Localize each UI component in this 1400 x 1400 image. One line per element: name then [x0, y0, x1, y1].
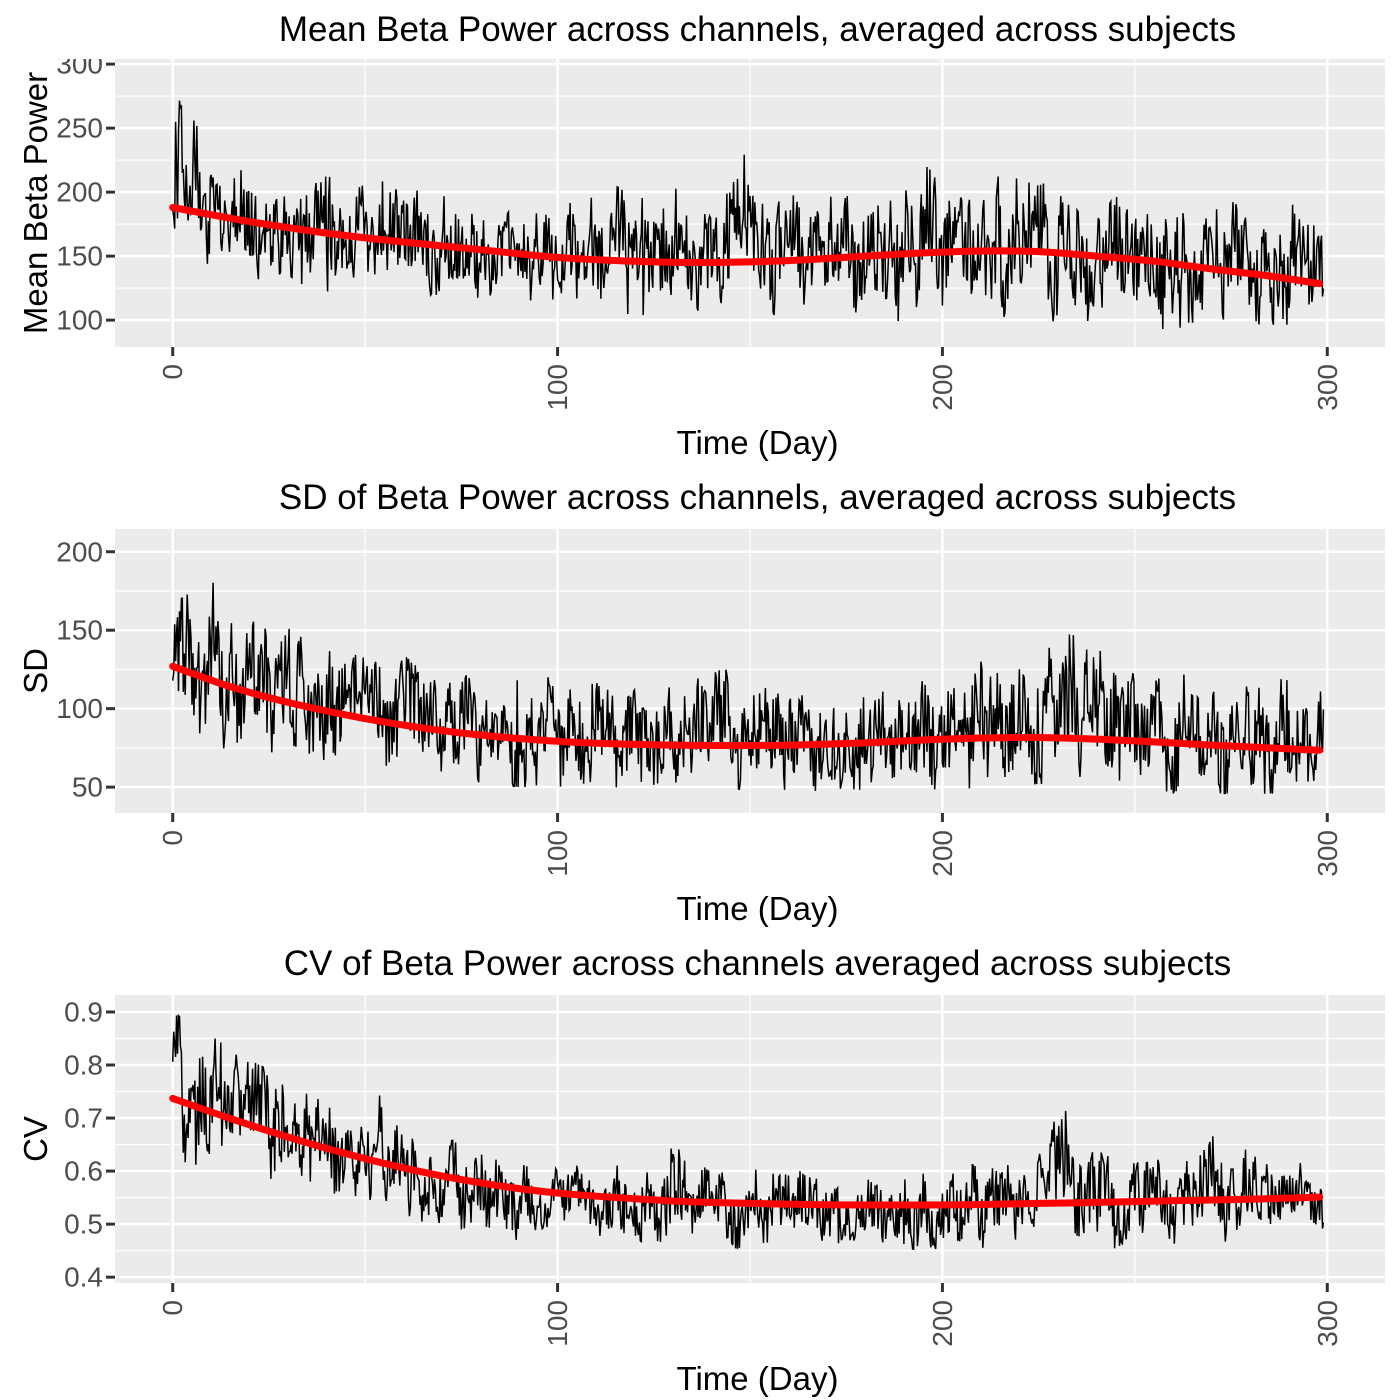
plot-region: 50 100 150 200 0 100 200 300 SD	[0, 529, 1400, 891]
smooth-trend-line	[169, 662, 1324, 754]
smooth-trend-line	[169, 1094, 1324, 1209]
plot-panel-svg: 100 150 200 250 300 0 100 200 300	[56, 59, 1385, 411]
y-tick-label: 150	[56, 241, 103, 272]
y-axis-title: Mean Beta Power	[17, 71, 54, 335]
raw-series-line	[171, 1013, 1325, 1251]
plot-region: 100 150 200 250 300 0 100 200 300 Mean Beta Powe…	[0, 59, 1400, 425]
y-tick-label: 100	[56, 305, 103, 336]
x-tick-label: 0	[157, 1300, 188, 1316]
y-tick-label: 150	[56, 615, 103, 646]
chart-title: CV of Beta Power across channels average…	[283, 943, 1232, 983]
x-tick-label: 100	[542, 364, 573, 411]
chart-title: SD of Beta Power across channels, averag…	[278, 477, 1237, 517]
smooth-trend-line	[169, 204, 1324, 288]
y-tick-label: 0.8	[64, 1050, 103, 1081]
x-axis-title: Time (Day)	[676, 890, 839, 927]
x-axis-title: Time (Day)	[676, 424, 839, 461]
x-tick-label: 100	[542, 830, 573, 877]
y-tick-label: 0.5	[64, 1209, 103, 1240]
x-tick-label: 0	[157, 830, 188, 846]
x-tick-label: 200	[927, 364, 958, 411]
x-tick-label: 300	[1312, 830, 1343, 877]
plot-panel-svg: 0.4 0.5 0.6 0.7 0.8 0.9 0 100 200 300	[64, 995, 1385, 1347]
y-axis-title: CV	[17, 1116, 54, 1162]
y-tick-label: 0.9	[64, 996, 103, 1027]
y-tick-label: 200	[56, 177, 103, 208]
chart-cv-beta-power: CV of Beta Power across channels average…	[0, 932, 1400, 1400]
y-tick-label: 0.6	[64, 1156, 103, 1187]
chart-sd-beta-power: SD of Beta Power across channels, averag…	[0, 466, 1400, 932]
x-tick-label: 200	[927, 1300, 958, 1347]
x-tick-label: 100	[542, 1300, 573, 1347]
x-axis-title: Time (Day)	[676, 1360, 839, 1397]
plot-region: 0.4 0.5 0.6 0.7 0.8 0.9 0 100 200 300 CV	[0, 995, 1400, 1361]
plot-panel-svg: 50 100 150 200 0 100 200 300	[56, 529, 1385, 877]
chart-mean-beta-power: Mean Beta Power across channels, average…	[0, 0, 1400, 466]
x-tick-label: 300	[1312, 364, 1343, 411]
raw-series-line	[171, 582, 1325, 795]
raw-series-line	[171, 100, 1325, 330]
y-tick-label: 200	[56, 536, 103, 567]
y-tick-label: 100	[56, 693, 103, 724]
x-tick-label: 300	[1312, 1300, 1343, 1347]
x-tick-label: 200	[927, 830, 958, 877]
y-tick-label: 250	[56, 113, 103, 144]
chart-title: Mean Beta Power across channels, average…	[278, 9, 1237, 49]
y-tick-label: 0.7	[64, 1103, 103, 1134]
x-tick-label: 0	[157, 364, 188, 380]
y-tick-label: 300	[56, 59, 103, 80]
y-axis-title: SD	[17, 648, 54, 694]
y-tick-label: 0.4	[64, 1262, 103, 1293]
y-tick-label: 50	[72, 772, 103, 803]
